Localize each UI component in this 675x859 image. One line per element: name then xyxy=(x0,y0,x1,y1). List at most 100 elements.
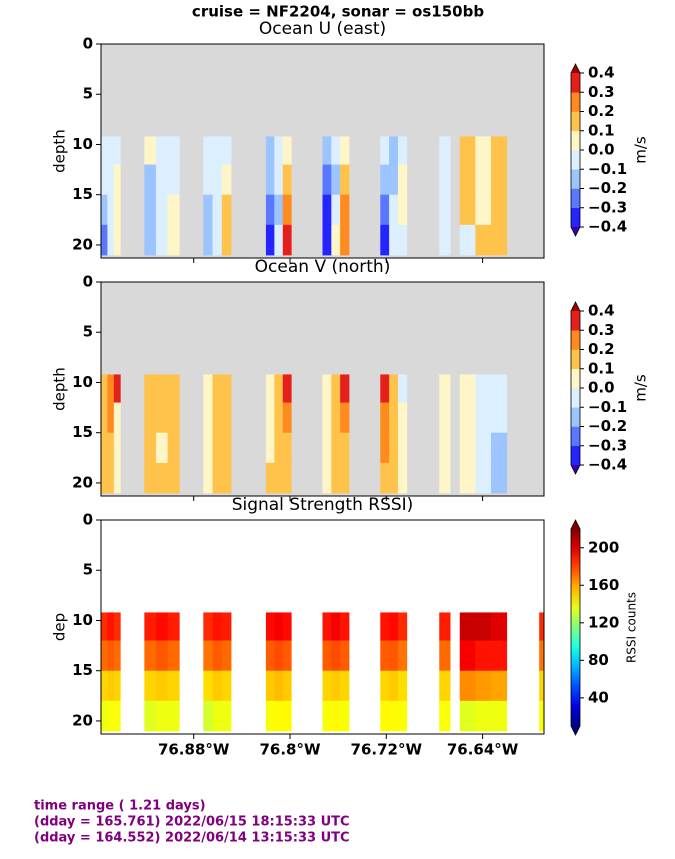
cell xyxy=(389,164,399,196)
cell xyxy=(101,194,108,226)
cell xyxy=(475,432,492,464)
cell xyxy=(442,164,447,196)
cell xyxy=(380,612,390,641)
cell xyxy=(446,136,451,165)
cell xyxy=(380,374,390,403)
colorbar-extend xyxy=(571,465,580,474)
cell xyxy=(446,432,451,464)
cell xyxy=(107,462,115,494)
colorbar-tick-label: −0.4 xyxy=(588,456,627,474)
cell xyxy=(459,374,476,403)
colorbar-band xyxy=(571,150,580,170)
cell xyxy=(442,224,447,256)
footer-line: time range ( 1.21 days) xyxy=(34,799,206,814)
cell xyxy=(439,640,444,672)
cell xyxy=(144,224,157,256)
cell xyxy=(212,462,223,494)
cell xyxy=(340,432,350,464)
cell xyxy=(380,462,390,494)
cell xyxy=(101,402,108,434)
cell xyxy=(203,612,213,641)
cell xyxy=(475,402,492,434)
cell xyxy=(459,402,476,434)
cell xyxy=(439,462,444,494)
cell xyxy=(221,640,232,672)
colorbar-tick-label: −0.3 xyxy=(588,198,627,216)
cell xyxy=(389,462,399,494)
cell xyxy=(442,136,447,165)
cell xyxy=(446,194,451,226)
cell xyxy=(475,462,492,494)
cell xyxy=(446,164,451,196)
colorbar-tick-label: 0.1 xyxy=(588,121,615,139)
cell xyxy=(265,670,275,702)
cell xyxy=(274,640,284,672)
colorbar-band xyxy=(571,445,580,466)
cell xyxy=(491,432,508,464)
cell xyxy=(446,402,451,434)
plot-frame xyxy=(100,281,545,497)
y-tick-label: 0 xyxy=(83,35,93,53)
cell xyxy=(459,700,476,732)
cell xyxy=(475,194,492,226)
cell xyxy=(331,164,341,196)
y-tick-label: 20 xyxy=(72,473,93,491)
cell xyxy=(265,136,275,165)
cell xyxy=(397,164,408,196)
cell xyxy=(322,670,332,702)
x-tick-label: 76.72°W xyxy=(351,741,423,759)
cell xyxy=(540,700,543,732)
cell xyxy=(389,224,399,256)
cell xyxy=(397,402,408,434)
cell xyxy=(265,164,275,196)
colorbar-tick-label: −0.1 xyxy=(588,160,627,178)
cell xyxy=(542,612,545,641)
cell xyxy=(101,164,108,196)
cell xyxy=(101,670,108,702)
y-tick-label: 20 xyxy=(72,711,93,729)
cell xyxy=(439,402,444,434)
cell xyxy=(331,670,341,702)
cell xyxy=(203,462,213,494)
cell xyxy=(331,640,341,672)
cell xyxy=(212,136,223,165)
cell xyxy=(113,402,121,434)
cell xyxy=(155,224,169,256)
colorbar-band xyxy=(571,188,580,209)
cell xyxy=(155,136,169,165)
cell xyxy=(459,432,476,464)
cell xyxy=(107,432,115,464)
cell xyxy=(203,640,213,672)
cell xyxy=(113,670,121,702)
cell xyxy=(274,194,284,226)
cell xyxy=(203,402,213,434)
colorbar-label: m/s xyxy=(632,374,650,402)
cell xyxy=(539,612,542,641)
colorbar-band xyxy=(571,130,580,151)
cell xyxy=(540,670,543,702)
cell xyxy=(274,224,284,256)
cell xyxy=(282,612,292,641)
cell xyxy=(212,640,223,672)
cell xyxy=(439,224,444,256)
cell xyxy=(397,670,408,702)
cell xyxy=(155,612,169,641)
plot-frame xyxy=(100,43,545,259)
cell xyxy=(475,670,492,702)
cell xyxy=(212,402,223,434)
cell xyxy=(265,402,275,434)
cell xyxy=(389,670,399,702)
cell xyxy=(380,164,390,196)
y-tick-label: 10 xyxy=(72,373,93,391)
cell xyxy=(491,612,508,641)
cell xyxy=(144,402,157,434)
y-tick-label: 5 xyxy=(83,85,93,103)
cell xyxy=(144,640,157,672)
cell xyxy=(539,640,542,672)
cell xyxy=(167,136,180,165)
cell xyxy=(167,374,180,403)
cell xyxy=(380,700,390,732)
cell xyxy=(113,164,121,196)
x-tick-label: 76.64°W xyxy=(447,741,519,759)
cell xyxy=(101,462,108,494)
